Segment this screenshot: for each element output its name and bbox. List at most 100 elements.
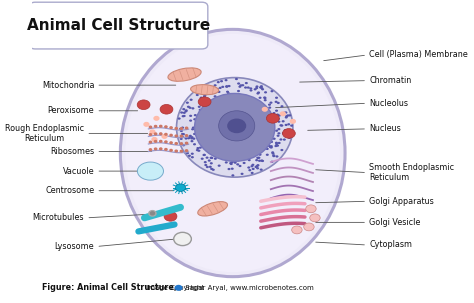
Circle shape: [235, 78, 238, 80]
Circle shape: [231, 174, 235, 177]
Circle shape: [197, 92, 200, 94]
Circle shape: [278, 115, 281, 117]
Circle shape: [256, 92, 259, 95]
Circle shape: [250, 165, 254, 167]
Circle shape: [285, 115, 288, 117]
Circle shape: [170, 142, 172, 144]
Circle shape: [287, 123, 290, 125]
Circle shape: [189, 115, 192, 117]
Circle shape: [217, 81, 220, 83]
Circle shape: [277, 121, 281, 123]
Circle shape: [247, 166, 250, 169]
Circle shape: [226, 91, 229, 93]
Circle shape: [272, 115, 275, 117]
Ellipse shape: [175, 184, 185, 191]
Circle shape: [220, 80, 223, 82]
Circle shape: [154, 117, 159, 120]
Circle shape: [160, 133, 162, 135]
Circle shape: [234, 161, 237, 164]
Circle shape: [270, 145, 273, 147]
Circle shape: [150, 212, 155, 215]
Circle shape: [277, 102, 280, 104]
Circle shape: [248, 169, 251, 171]
Circle shape: [255, 87, 258, 89]
Circle shape: [170, 127, 172, 128]
Circle shape: [263, 108, 267, 111]
Circle shape: [212, 168, 215, 171]
Circle shape: [182, 108, 185, 110]
Circle shape: [238, 165, 242, 167]
Circle shape: [289, 134, 292, 137]
Circle shape: [240, 173, 244, 175]
Text: Lysosome: Lysosome: [55, 242, 94, 251]
Circle shape: [214, 84, 217, 86]
Circle shape: [194, 114, 197, 116]
Circle shape: [266, 154, 269, 156]
Circle shape: [264, 91, 267, 93]
Circle shape: [173, 232, 191, 246]
Circle shape: [185, 109, 188, 112]
Text: Cytoplasm: Cytoplasm: [369, 241, 412, 249]
Circle shape: [196, 94, 199, 96]
Circle shape: [255, 159, 258, 161]
Circle shape: [256, 164, 260, 166]
Circle shape: [258, 160, 261, 162]
Circle shape: [255, 165, 259, 167]
Circle shape: [247, 86, 250, 89]
Circle shape: [160, 141, 162, 142]
Circle shape: [277, 128, 281, 130]
Circle shape: [279, 138, 283, 141]
Circle shape: [210, 162, 213, 165]
Circle shape: [254, 88, 256, 90]
Circle shape: [175, 150, 177, 152]
Circle shape: [264, 99, 267, 101]
Circle shape: [202, 154, 206, 156]
Circle shape: [186, 102, 189, 104]
Text: Image Copyright: Image Copyright: [144, 285, 206, 291]
Circle shape: [183, 112, 186, 114]
Circle shape: [276, 145, 279, 147]
Circle shape: [209, 166, 212, 168]
Circle shape: [281, 112, 285, 116]
Circle shape: [271, 151, 274, 154]
Circle shape: [179, 128, 182, 130]
Circle shape: [187, 137, 190, 139]
Circle shape: [245, 82, 248, 84]
Text: Mitochondria: Mitochondria: [42, 81, 94, 90]
Circle shape: [206, 157, 209, 159]
Circle shape: [231, 168, 234, 170]
Circle shape: [190, 98, 192, 101]
Circle shape: [190, 137, 193, 140]
Circle shape: [256, 157, 259, 159]
Circle shape: [279, 124, 283, 126]
Circle shape: [270, 141, 273, 143]
Text: Ribosomes: Ribosomes: [50, 147, 94, 156]
Circle shape: [214, 158, 217, 160]
Text: Nucleolus: Nucleolus: [369, 99, 408, 108]
Circle shape: [249, 87, 252, 90]
Circle shape: [260, 159, 263, 162]
Circle shape: [268, 145, 271, 147]
Circle shape: [269, 146, 272, 148]
Circle shape: [181, 126, 184, 129]
Circle shape: [275, 155, 279, 158]
Circle shape: [261, 88, 264, 90]
Circle shape: [228, 85, 231, 87]
Circle shape: [160, 148, 162, 150]
Circle shape: [271, 161, 273, 163]
Circle shape: [227, 92, 230, 95]
Circle shape: [284, 129, 287, 131]
Circle shape: [221, 86, 224, 88]
Circle shape: [275, 97, 278, 99]
Circle shape: [189, 107, 191, 109]
Circle shape: [252, 168, 255, 170]
Circle shape: [257, 157, 260, 159]
Ellipse shape: [191, 85, 219, 95]
Circle shape: [137, 100, 150, 110]
Circle shape: [259, 86, 262, 88]
Circle shape: [149, 149, 152, 151]
Circle shape: [286, 114, 289, 117]
Text: Rough Endoplasmic
Reticulum: Rough Endoplasmic Reticulum: [5, 124, 84, 143]
Ellipse shape: [137, 162, 164, 180]
Circle shape: [214, 95, 217, 98]
